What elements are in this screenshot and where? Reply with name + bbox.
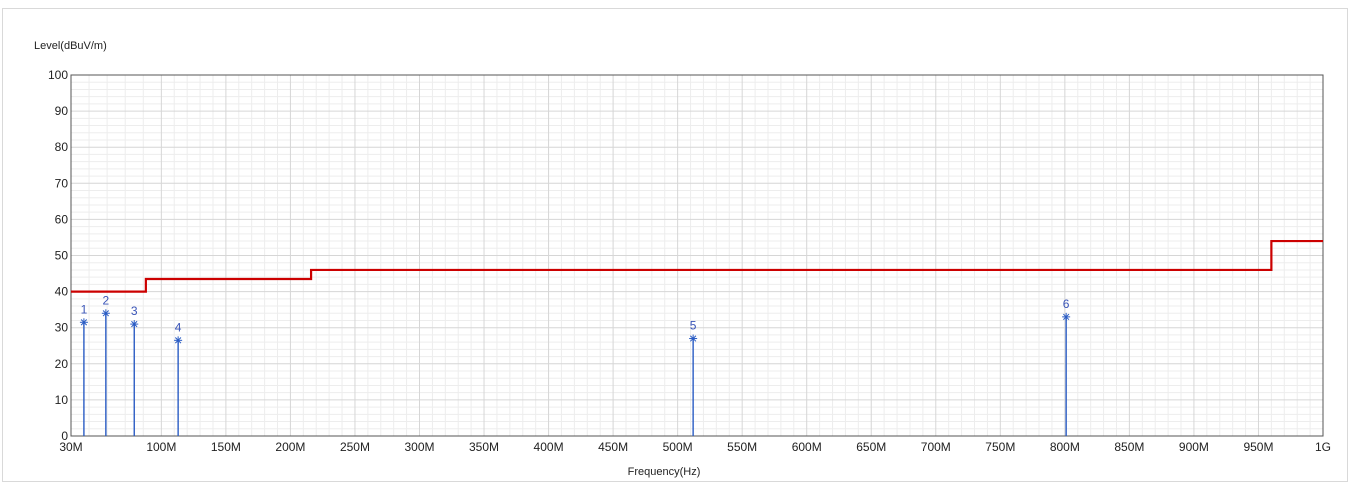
limit-line	[71, 239, 1323, 293]
x-tick-label: 1G	[1315, 440, 1331, 454]
x-tick-label: 100M	[146, 440, 176, 454]
y-tick-label: 100	[48, 68, 68, 82]
marker-5: 5	[689, 319, 698, 436]
marker-label: 6	[1063, 297, 1070, 311]
x-tick-label: 200M	[275, 440, 305, 454]
marker-4: 4	[174, 320, 183, 436]
marker-star	[79, 318, 88, 327]
x-tick-label: 550M	[727, 440, 757, 454]
x-tick-label: 850M	[1114, 440, 1144, 454]
marker-label: 3	[131, 304, 138, 318]
x-tick-label: 30M	[59, 440, 82, 454]
x-tick-label: 500M	[663, 440, 693, 454]
x-tick-label: 650M	[856, 440, 886, 454]
marker-1: 1	[79, 302, 88, 436]
x-tick-label: 800M	[1050, 440, 1080, 454]
marker-star	[1062, 312, 1071, 321]
marker-star	[689, 334, 698, 343]
y-tick-label: 80	[55, 140, 69, 154]
y-tick-label: 60	[55, 212, 69, 226]
y-tick-label: 90	[55, 104, 69, 118]
x-tick-label: 350M	[469, 440, 499, 454]
marker-star	[174, 336, 183, 345]
x-tick-label: 750M	[985, 440, 1015, 454]
x-tick-label: 250M	[340, 440, 370, 454]
x-tick-label: 900M	[1179, 440, 1209, 454]
marker-label: 5	[690, 319, 697, 333]
y-tick-label: 30	[55, 321, 69, 335]
chart-frame: Level(dBuV/m) 0 10 20 30 40 50 60 70 80 90 100 30M 1…	[2, 8, 1348, 482]
y-axis-label: Level(dBuV/m)	[34, 40, 107, 52]
y-tick-label: 0	[61, 429, 68, 443]
marker-2: 2	[101, 293, 110, 436]
series	[71, 239, 1323, 293]
x-tick-label: 700M	[921, 440, 951, 454]
marker-label: 1	[81, 302, 88, 316]
x-tick-label: 450M	[598, 440, 628, 454]
plot-area-border	[70, 74, 1324, 437]
y-tick-label: 40	[55, 285, 69, 299]
marker-label: 4	[175, 320, 182, 334]
emission-chart: Level(dBuV/m) 0 10 20 30 40 50 60 70 80 90 100 30M 1…	[34, 40, 1331, 478]
marker-6: 6	[1062, 297, 1071, 436]
x-tick-label: 300M	[404, 440, 434, 454]
markers: 1 2 3 4 5 6	[79, 293, 1071, 436]
marker-star	[130, 320, 139, 329]
x-tick-label: 600M	[792, 440, 822, 454]
y-tick-label: 70	[55, 176, 69, 190]
y-tick-label: 20	[55, 357, 69, 371]
x-tick-label: 400M	[534, 440, 564, 454]
x-tick-label: 950M	[1243, 440, 1273, 454]
grid	[70, 74, 1324, 437]
y-tick-label: 50	[55, 249, 69, 263]
marker-star	[101, 309, 110, 318]
x-axis-label: Frequency(Hz)	[628, 466, 701, 478]
marker-label: 2	[103, 293, 110, 307]
x-tick-label: 150M	[211, 440, 241, 454]
marker-3: 3	[130, 304, 139, 436]
y-tick-label: 10	[55, 393, 69, 407]
